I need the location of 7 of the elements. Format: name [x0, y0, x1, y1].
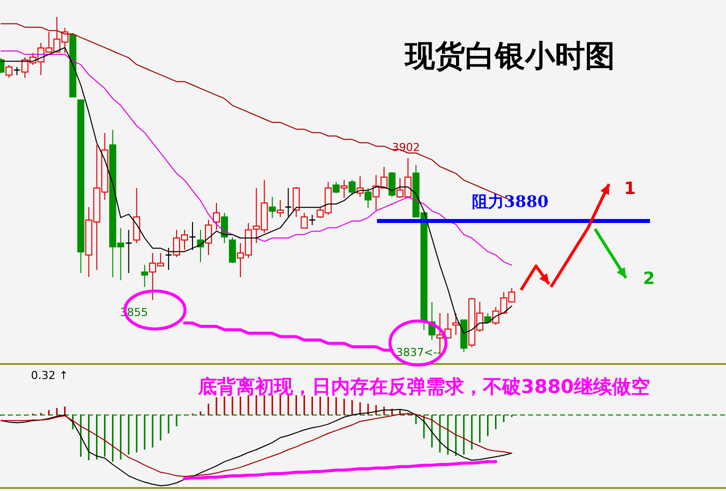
text: 1: [624, 179, 636, 199]
text: 0.32 ↑: [31, 369, 68, 382]
ref-line-label: 阻力3880: [472, 192, 549, 211]
text: 2: [643, 269, 655, 289]
annotation: 3902: [392, 141, 420, 154]
text: 现货白银小时图: [404, 39, 615, 74]
annotation: 底背离初现，日内存在反弹需求，不破3880继续做空: [197, 376, 650, 398]
